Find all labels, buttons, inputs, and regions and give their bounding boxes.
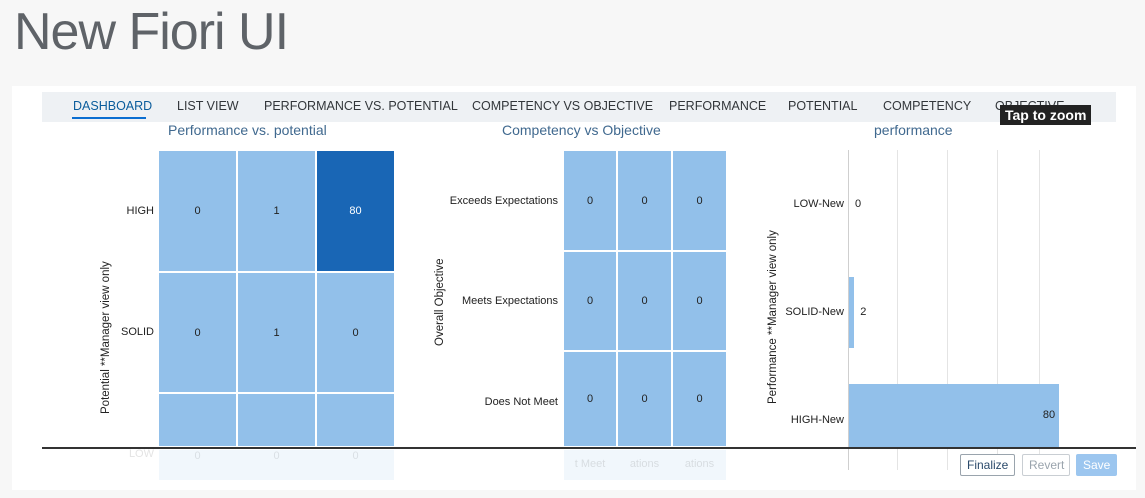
heatmap-cell[interactable]: 0 xyxy=(158,150,237,272)
heatmap-cell[interactable]: 1 xyxy=(237,272,316,393)
heatmap-cell-max[interactable]: 80 xyxy=(316,150,395,272)
heatmap-cell[interactable]: 0 xyxy=(563,351,617,447)
heatmap-cell[interactable]: 0 xyxy=(617,251,672,351)
finalize-button[interactable]: Finalize xyxy=(960,454,1015,476)
row-label-low: LOW xyxy=(128,448,154,460)
heatmap-cell[interactable]: 0 xyxy=(563,150,617,251)
heatmap-cell[interactable] xyxy=(237,393,316,447)
heatmap-cell[interactable]: 0 xyxy=(672,351,727,447)
tab-potential[interactable]: POTENTIAL xyxy=(788,99,858,113)
heatmap-cell[interactable]: 0 xyxy=(672,251,727,351)
bar-solid-new[interactable] xyxy=(849,277,855,348)
dashboard-frame: DASHBOARD LIST VIEW PERFORMANCE VS. POTE… xyxy=(12,86,1136,490)
save-button[interactable]: Save xyxy=(1076,454,1117,476)
bottom-divider xyxy=(42,447,1136,449)
active-tab-indicator xyxy=(72,117,146,119)
tab-bar: DASHBOARD LIST VIEW PERFORMANCE VS. POTE… xyxy=(42,92,1116,122)
heatmap-cell[interactable]: 0 xyxy=(672,150,727,251)
row-label-meets-expectations: Meets Expectations xyxy=(462,295,558,307)
grid-line xyxy=(1039,150,1040,470)
bar-label-solid-new: SOLID-New xyxy=(785,306,844,318)
x-tick-reflection: ations xyxy=(684,458,715,470)
bar-high-new[interactable] xyxy=(849,384,1059,447)
heatmap-cell[interactable]: 0 xyxy=(617,351,672,447)
grid-line xyxy=(947,150,948,470)
page-title: New Fiori UI xyxy=(14,3,289,61)
chart-title-performance[interactable]: performance xyxy=(874,122,953,138)
heatmap-cell[interactable]: 0 xyxy=(563,251,617,351)
tab-performance-vs-potential[interactable]: PERFORMANCE VS. POTENTIAL xyxy=(264,99,458,113)
bar-value-high-new: 80 xyxy=(1042,408,1056,421)
heatmap-cell[interactable]: 0 xyxy=(316,272,395,393)
tab-dashboard[interactable]: DASHBOARD xyxy=(73,99,153,113)
tab-competency[interactable]: COMPETENCY xyxy=(883,99,972,113)
bar-value-low-new: 0 xyxy=(855,198,862,210)
heatmap-cell-value-reflection: 0 xyxy=(273,450,280,462)
heatmap-cell[interactable]: 0 xyxy=(617,150,672,251)
heatmap-cell[interactable]: 0 xyxy=(158,272,237,393)
bar-value-solid-new: 2 xyxy=(860,305,867,318)
tap-to-zoom-hint[interactable]: Tap to zoom xyxy=(1000,105,1092,125)
tab-competency-vs-objective[interactable]: COMPETENCY VS OBJECTIVE xyxy=(472,99,654,113)
heatmap-cell[interactable] xyxy=(158,393,237,447)
heatmap-reflection xyxy=(563,449,727,481)
heatmap-cell[interactable]: 1 xyxy=(237,150,316,272)
heatmap-cell-value-reflection: 0 xyxy=(352,450,359,462)
chart-title-performance-vs-potential[interactable]: Performance vs. potential xyxy=(168,122,327,138)
bar-label-low-new: LOW-New xyxy=(793,198,844,210)
tab-list-view[interactable]: LIST VIEW xyxy=(177,99,239,113)
bar-axis xyxy=(848,150,849,470)
grid-line xyxy=(997,150,998,470)
row-label-exceeds-expectations: Exceeds Expectations xyxy=(449,195,558,207)
heatmap-reflection xyxy=(158,449,395,481)
heatmap-cell[interactable] xyxy=(316,393,395,447)
x-tick-reflection: t Meet xyxy=(574,458,606,470)
revert-button[interactable]: Revert xyxy=(1022,454,1070,476)
row-label-high: HIGH xyxy=(126,205,155,217)
grid-line xyxy=(897,150,898,470)
chart-title-competency-vs-objective[interactable]: Competency vs Objective xyxy=(502,122,661,138)
x-tick-reflection: ations xyxy=(629,458,660,470)
row-label-does-not-meet: Does Not Meet xyxy=(484,396,558,408)
bar-label-high-new: HIGH-New xyxy=(790,414,844,426)
row-label-solid: SOLID xyxy=(120,326,154,338)
tab-performance[interactable]: PERFORMANCE xyxy=(669,99,767,113)
heatmap-cell-value-reflection: 0 xyxy=(194,450,201,462)
